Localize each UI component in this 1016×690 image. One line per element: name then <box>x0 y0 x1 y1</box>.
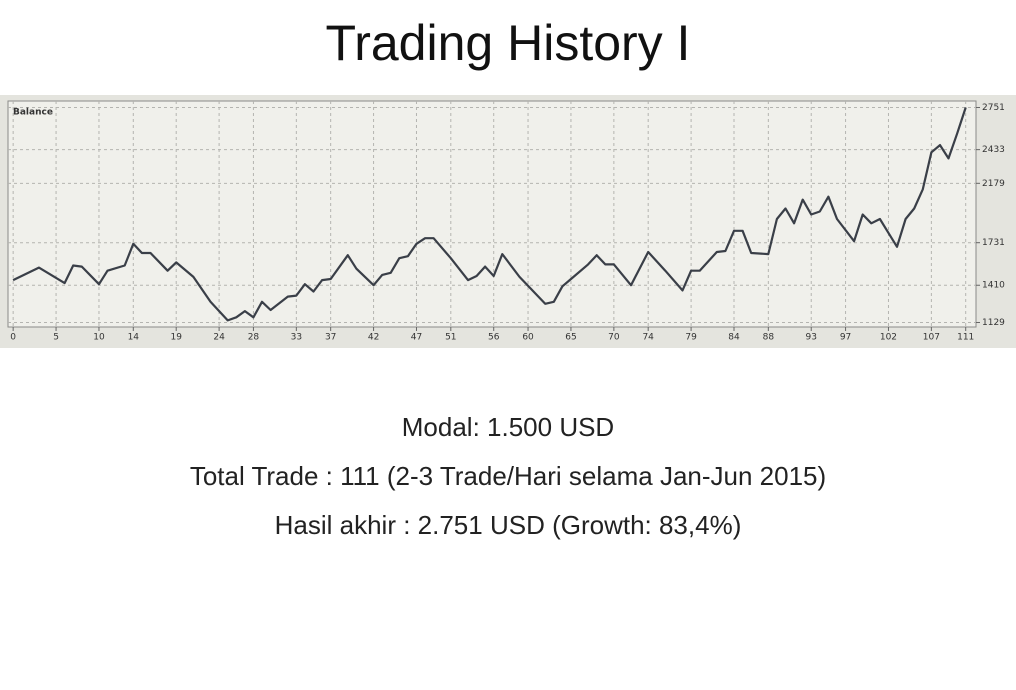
x-tick-label: 74 <box>642 333 654 343</box>
x-tick-label: 102 <box>880 333 897 343</box>
x-tick-label: 24 <box>213 333 225 343</box>
x-tick-label: 97 <box>840 333 851 343</box>
legend-label: Balance <box>13 108 53 118</box>
plot-area <box>7 100 977 328</box>
x-tick-label: 107 <box>923 333 940 343</box>
x-tick-label: 56 <box>488 333 500 343</box>
x-tick-label: 60 <box>522 333 534 343</box>
chart: 1129 1410 1731 2179 2433 2751 0 5 10 14 19 24 28 33 37… <box>0 95 1016 348</box>
y-tick-label: 2751 <box>982 103 1005 113</box>
y-tick-label: 2433 <box>982 145 1005 155</box>
x-tick-label: 93 <box>806 333 817 343</box>
x-tick-label: 88 <box>763 333 775 343</box>
x-tick-label: 10 <box>93 333 105 343</box>
x-tick-label: 70 <box>608 333 620 343</box>
x-tick-label: 84 <box>728 333 740 343</box>
x-tick-label: 19 <box>170 333 182 343</box>
y-tick-label: 1129 <box>982 318 1005 328</box>
x-tick-label: 5 <box>53 333 59 343</box>
x-tick-label: 111 <box>957 333 974 343</box>
y-tick-label: 1731 <box>982 238 1005 248</box>
balance-line <box>12 107 967 322</box>
x-tick-label: 42 <box>368 333 379 343</box>
text-line: Hasil akhir : 2.751 USD (Growth: 83,4%) <box>274 510 742 540</box>
x-tick-label: 33 <box>291 333 302 343</box>
x-tick-label: 37 <box>325 333 336 343</box>
text-line: Modal: 1.500 USD <box>401 412 615 442</box>
x-tick-label: 65 <box>565 333 576 343</box>
x-tick-label: 0 <box>10 333 16 343</box>
text-line: Total Trade : 111 (2-3 Trade/Hari selama… <box>189 461 827 491</box>
slide-title: Trading History I <box>325 15 691 71</box>
x-tick-label: 51 <box>445 333 456 343</box>
y-tick-label: 2179 <box>982 179 1005 189</box>
x-tick-label: 28 <box>248 333 260 343</box>
x-tick-label: 79 <box>685 333 697 343</box>
text-block: Modal: 1.500 USD Total Trade : 111 (2-3 T… <box>0 404 1016 551</box>
x-tick-label: 47 <box>411 333 422 343</box>
y-tick-label: 1410 <box>982 281 1005 291</box>
x-tick-label: 14 <box>128 333 140 343</box>
